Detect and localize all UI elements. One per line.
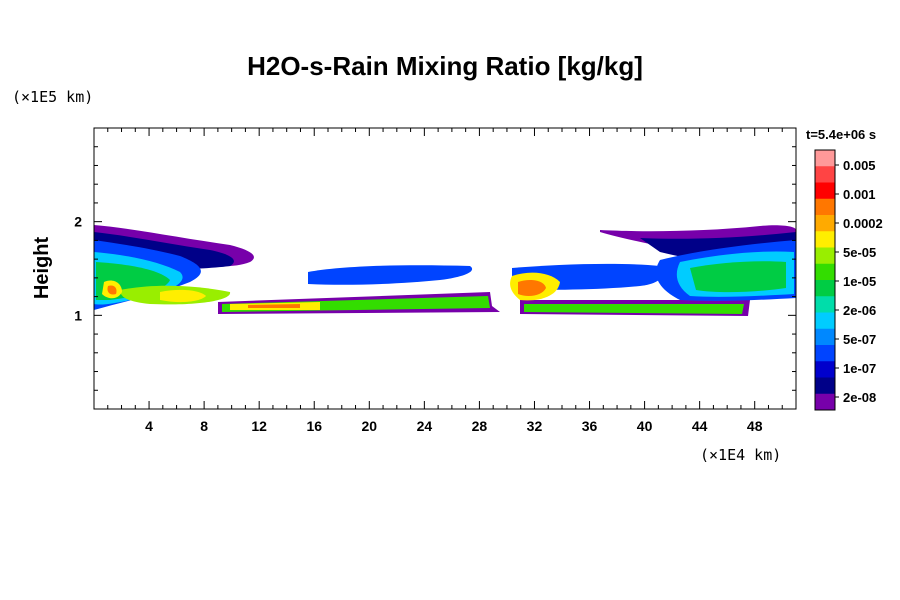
contour-level-2e-06: [690, 261, 786, 293]
x-tick-label: 4: [145, 418, 153, 434]
colorbar: 0.005 0.001 0.0002 5e-05 1e-05 2e-06 5e-07 1e-0…: [814, 149, 883, 411]
y-axis-unit: (×1E5 km): [12, 88, 93, 106]
x-tick-label: 24: [417, 418, 433, 434]
heatmap-field: [94, 225, 796, 316]
colorbar-swatch: [815, 361, 835, 378]
contour-level-0.001: [518, 280, 546, 296]
x-axis-unit: (×1E4 km): [700, 446, 781, 464]
colorbar-swatch: [815, 296, 835, 313]
colorbar-swatch: [815, 182, 835, 200]
contour-level-0.0002: [160, 289, 206, 303]
y-tick-label: 1: [74, 307, 82, 323]
colorbar-label: 5e-05: [843, 245, 876, 260]
colorbar-label: 0.0002: [843, 216, 883, 231]
colorbar-swatch: [815, 345, 835, 362]
chart-title: H2O-s-Rain Mixing Ratio [kg/kg]: [247, 51, 643, 81]
contour-level-1e-07: [308, 265, 473, 285]
plot-frame: [93, 127, 797, 410]
colorbar-swatch: [815, 328, 835, 346]
x-tick-label: 20: [362, 418, 378, 434]
colorbar-swatch: [815, 263, 835, 281]
colorbar-label: 1e-05: [843, 274, 876, 289]
contour-level-1e-05: [524, 304, 744, 314]
contour-level-0.001: [107, 285, 117, 295]
colorbar-swatch: [815, 247, 835, 265]
x-tick-label: 48: [747, 418, 763, 434]
x-tick-label: 8: [200, 418, 208, 434]
x-tick-label: 32: [527, 418, 543, 434]
y-tick-label: 2: [74, 214, 82, 230]
x-tick-label: 44: [692, 418, 708, 434]
colorbar-swatch: [815, 393, 835, 411]
colorbar-swatch: [815, 377, 835, 395]
x-tick-label: 16: [306, 418, 322, 434]
colorbar-label: 0.001: [843, 187, 876, 202]
colorbar-swatch: [815, 215, 835, 232]
colorbar-swatch: [815, 198, 835, 216]
x-tick-label: 36: [582, 418, 598, 434]
x-tick-label: 40: [637, 418, 653, 434]
x-axis: 4 8 12 16 20 24 28 32 36 40 44 48: [107, 128, 783, 434]
colorbar-label: 2e-08: [843, 390, 876, 405]
x-tick-label: 28: [472, 418, 488, 434]
time-label: t=5.4e+06 s: [806, 127, 876, 142]
y-axis: 12: [74, 146, 796, 391]
colorbar-swatch: [815, 280, 835, 297]
colorbar-swatch: [815, 166, 835, 183]
colorbar-label: 1e-07: [843, 361, 876, 376]
colorbar-swatch: [815, 150, 835, 167]
colorbar-label: 0.005: [843, 158, 876, 173]
contour-level-0.001: [248, 304, 300, 308]
colorbar-label: 2e-06: [843, 303, 876, 318]
colorbar-label: 5e-07: [843, 332, 876, 347]
x-tick-label: 12: [251, 418, 267, 434]
colorbar-swatch: [815, 231, 835, 248]
y-axis-label: Height: [31, 237, 53, 300]
colorbar-swatch: [815, 312, 835, 330]
colorbar-frame: [814, 149, 836, 411]
